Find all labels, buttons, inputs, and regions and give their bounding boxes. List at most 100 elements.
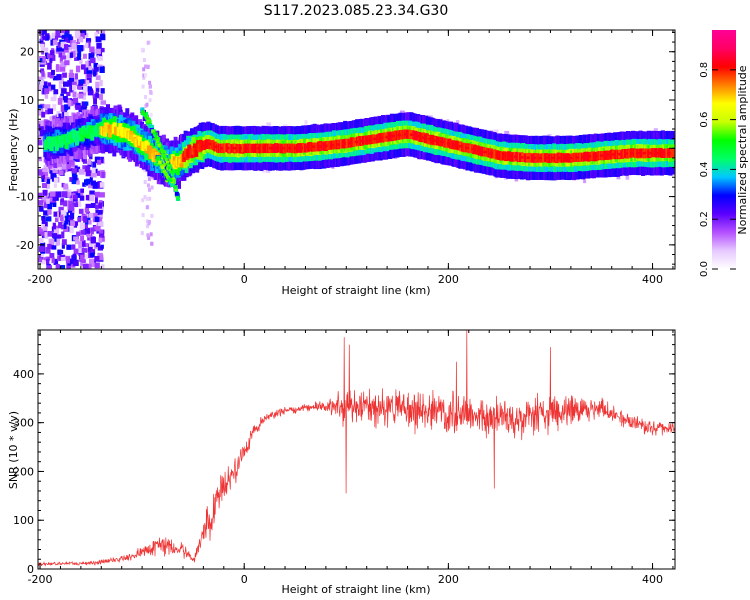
- heatmap-cell: [547, 133, 552, 138]
- heatmap-cell: [84, 253, 89, 260]
- heatmap-cell: [99, 182, 105, 188]
- heatmap-cell: [569, 156, 573, 160]
- heatmap-cell: [55, 191, 62, 198]
- heatmap-cell: [70, 220, 75, 227]
- heatmap-cell: [41, 176, 45, 183]
- heatmap-cell: [342, 142, 346, 145]
- heatmap-cell: [93, 97, 98, 105]
- heatmap-cell: [618, 152, 622, 156]
- heatmap-cell: [48, 238, 55, 246]
- heatmap-cell: [65, 217, 71, 222]
- colorbar-label: Normalized spectral amplitude: [736, 65, 749, 234]
- y-tick-label: 20: [20, 46, 34, 59]
- heatmap-cell: [311, 145, 316, 149]
- heatmap-cell: [137, 136, 142, 146]
- heatmap-cell: [88, 244, 93, 251]
- heatmap-cell: [275, 147, 279, 150]
- heatmap-cell: [66, 91, 71, 97]
- heatmap-cell: [250, 147, 255, 150]
- heatmap-cell: [483, 150, 487, 154]
- heatmap-cell: [544, 156, 549, 160]
- heatmap-cell: [61, 243, 65, 249]
- heatmap-cell: [91, 227, 95, 232]
- heatmap-cell: [51, 69, 55, 76]
- heatmap-cell: [84, 207, 90, 213]
- heatmap-cell: [68, 216, 74, 222]
- heatmap-cell: [40, 68, 45, 74]
- heatmap-cell: [88, 220, 92, 225]
- heatmap-cell: [661, 151, 665, 155]
- heatmap-cell: [67, 261, 71, 266]
- heatmap-cell: [80, 188, 85, 193]
- heatmap-cell: [98, 254, 104, 261]
- heatmap-cell: [616, 175, 621, 180]
- heatmap-cell: [348, 141, 353, 145]
- heatmap-cell: [605, 153, 610, 157]
- heatmap-cell: [150, 213, 154, 218]
- heatmap-cell: [72, 174, 78, 182]
- heatmap-cell: [39, 58, 45, 63]
- heatmap-cell: [57, 42, 63, 48]
- heatmap-cell: [41, 71, 45, 77]
- heatmap-cell: [148, 187, 151, 192]
- heatmap-cell: [71, 168, 78, 174]
- heatmap-cell: [83, 223, 88, 229]
- heatmap-cell: [318, 145, 322, 148]
- heatmap-cell: [73, 97, 79, 104]
- heatmap-cell: [46, 198, 50, 204]
- heatmap-cell: [49, 169, 55, 174]
- heatmap-cell: [145, 224, 149, 229]
- heatmap-cell: [60, 104, 66, 112]
- heatmap-cell: [532, 156, 536, 160]
- heatmap-cell: [99, 214, 103, 219]
- heatmap-cell: [166, 162, 170, 166]
- heatmap-cell: [52, 222, 56, 230]
- heatmap-cell: [593, 154, 598, 158]
- heatmap-cell: [67, 49, 73, 55]
- heatmap-cell: [39, 79, 44, 86]
- spectrogram-x-axis-label: Height of straight line (km): [281, 284, 430, 297]
- heatmap-cell: [49, 142, 54, 152]
- heatmap-cell: [62, 166, 67, 173]
- heatmap-cell: [38, 169, 44, 176]
- heatmap-cell: [232, 147, 236, 150]
- heatmap-cell: [489, 152, 493, 155]
- heatmap-cell: [52, 237, 57, 242]
- heatmap-cell: [45, 109, 50, 115]
- heatmap-cell: [65, 164, 71, 170]
- heatmap-cell: [95, 226, 101, 232]
- heatmap-cell: [81, 30, 87, 36]
- heatmap-cell: [46, 258, 50, 265]
- heatmap-cell: [648, 151, 653, 155]
- heatmap-cell: [42, 182, 48, 188]
- heatmap-cell: [83, 53, 87, 59]
- heatmap-cell: [38, 156, 43, 162]
- heatmap-cell: [87, 158, 92, 165]
- heatmap-cell: [61, 191, 68, 198]
- heatmap-cell: [38, 138, 43, 146]
- heatmap-cell: [53, 211, 60, 217]
- heatmap-cell: [47, 62, 52, 70]
- heatmap-cell: [47, 202, 53, 210]
- heatmap-cell: [85, 165, 91, 171]
- heatmap-cell: [78, 105, 84, 112]
- heatmap-cell: [76, 180, 80, 185]
- heatmap-cell: [38, 192, 43, 200]
- heatmap-cell: [87, 41, 91, 49]
- heatmap-cell: [98, 237, 103, 243]
- heatmap-cell: [166, 175, 170, 179]
- heatmap-cell: [90, 249, 96, 255]
- heatmap-cell: [57, 249, 62, 256]
- heatmap-cell: [100, 235, 105, 242]
- heatmap-cell: [495, 153, 500, 157]
- heatmap-cell: [75, 238, 80, 245]
- heatmap-cell: [72, 91, 77, 97]
- x-tick-label: 0: [241, 573, 248, 586]
- heatmap-cell: [73, 194, 78, 200]
- heatmap-cell: [360, 139, 365, 143]
- heatmap-cell: [38, 83, 42, 90]
- heatmap-cell: [52, 39, 58, 46]
- heatmap-cell: [575, 156, 579, 159]
- heatmap-cell: [59, 214, 64, 221]
